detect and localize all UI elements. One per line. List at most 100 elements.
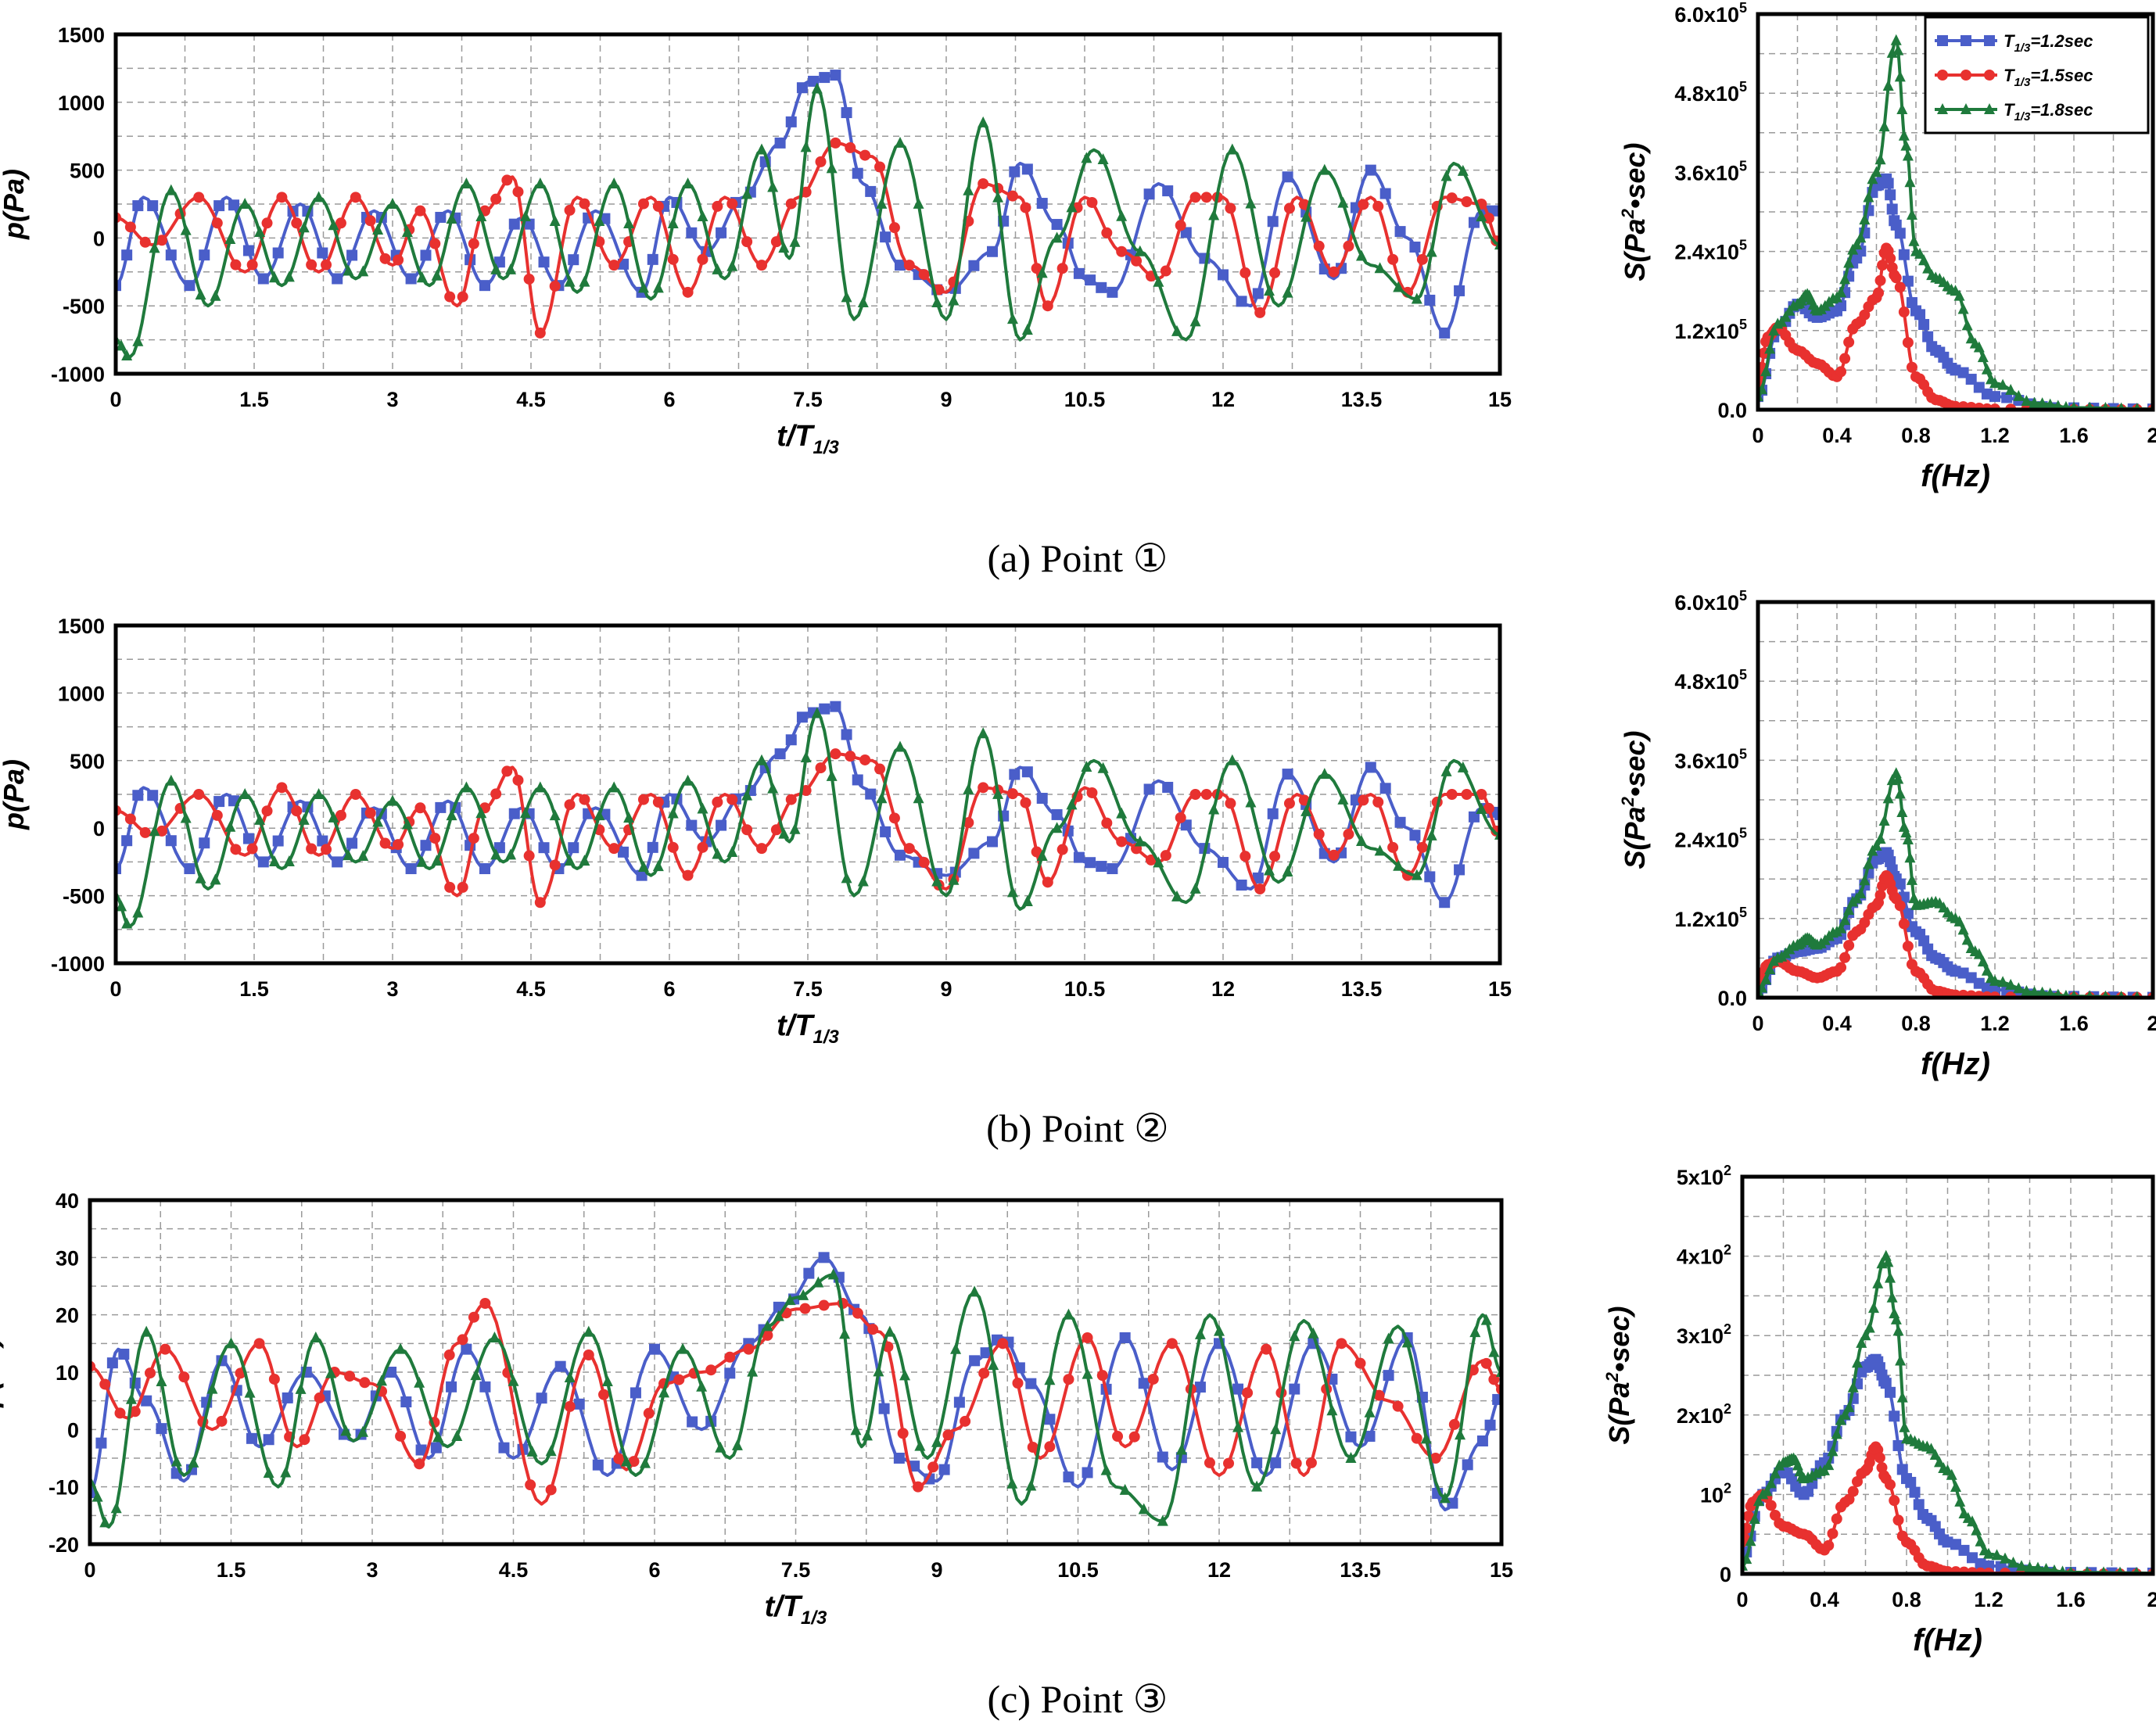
data-point-triangle bbox=[1051, 231, 1063, 243]
data-point-circle bbox=[1859, 309, 1871, 321]
x-tick-label: 12 bbox=[1211, 977, 1235, 1001]
data-point-triangle bbox=[931, 875, 943, 887]
data-point-square bbox=[184, 863, 196, 875]
data-point-square bbox=[785, 116, 797, 127]
data-point-square bbox=[116, 280, 121, 292]
data-point-circle bbox=[344, 1371, 356, 1382]
data-point-circle bbox=[918, 269, 930, 281]
data-point-circle bbox=[726, 198, 738, 210]
data-point-square bbox=[716, 227, 727, 238]
data-point-circle bbox=[1269, 267, 1281, 278]
data-point-circle bbox=[1160, 265, 1171, 277]
data-point-triangle bbox=[1880, 1249, 1892, 1261]
data-point-triangle bbox=[1914, 247, 1926, 259]
data-point-circle bbox=[1012, 1378, 1024, 1389]
data-point-circle bbox=[1742, 1522, 1752, 1534]
data-point-triangle bbox=[170, 1455, 182, 1467]
data-point-triangle bbox=[1961, 319, 1973, 331]
data-point-triangle bbox=[325, 1367, 337, 1378]
data-point-square bbox=[1454, 285, 1465, 296]
x-tick-label: 10.5 bbox=[1057, 1558, 1099, 1582]
data-point-circle bbox=[800, 186, 812, 198]
chart-a_spec: 0 0.4 0.8 1.2 1.6 2 0.0 1.2x105 2.4x105 3.6x105 4.… bbox=[1618, 0, 2156, 493]
data-point-triangle bbox=[165, 774, 177, 786]
data-point-triangle bbox=[1289, 1330, 1300, 1342]
data-point-circle bbox=[1461, 789, 1473, 800]
data-point-triangle bbox=[1488, 1346, 1500, 1357]
data-point-triangle bbox=[1318, 163, 1330, 175]
data-point-circle bbox=[549, 859, 561, 871]
data-point-circle bbox=[1894, 281, 1906, 293]
series-group bbox=[1758, 34, 2153, 410]
data-point-triangle bbox=[165, 184, 177, 195]
data-point-triangle bbox=[623, 812, 635, 823]
data-point-square bbox=[1439, 327, 1451, 339]
data-point-triangle bbox=[475, 807, 487, 819]
data-point-triangle bbox=[988, 1359, 999, 1371]
data-point-triangle bbox=[1904, 176, 1916, 188]
data-point-triangle bbox=[1874, 153, 1886, 165]
data-point-circle bbox=[1328, 266, 1340, 278]
data-point-triangle bbox=[1856, 1336, 1867, 1348]
data-point-circle bbox=[1147, 1373, 1159, 1385]
data-point-circle bbox=[1269, 851, 1281, 862]
data-point-square bbox=[479, 1381, 491, 1392]
data-point-circle bbox=[598, 1389, 610, 1400]
x-tick-label: 1.2 bbox=[1974, 1588, 2004, 1611]
legend-marker-triangle bbox=[1937, 103, 1948, 114]
x-tick-label: 12 bbox=[1211, 388, 1235, 411]
data-point-triangle bbox=[1455, 1428, 1466, 1440]
data-point-triangle bbox=[1300, 210, 1312, 222]
data-point-circle bbox=[1189, 789, 1201, 800]
data-point-triangle bbox=[116, 339, 127, 351]
data-point-triangle bbox=[1270, 1423, 1282, 1435]
data-point-square bbox=[1494, 205, 1500, 217]
data-point-circle bbox=[1902, 337, 1914, 349]
data-point-square bbox=[980, 1347, 992, 1359]
data-point-triangle bbox=[1981, 964, 1993, 976]
data-point-triangle bbox=[726, 260, 738, 271]
x-tick-label: 9 bbox=[931, 1558, 942, 1582]
data-point-triangle bbox=[1232, 1421, 1244, 1432]
data-point-circle bbox=[1160, 850, 1171, 862]
y-tick-label: 2.4x105 bbox=[1674, 826, 1747, 852]
data-point-triangle bbox=[244, 1386, 256, 1398]
data-point-triangle bbox=[1898, 129, 1910, 141]
data-point-circle bbox=[246, 259, 258, 271]
x-tick-label: 0.8 bbox=[1901, 1012, 1931, 1035]
y-tick-label: -1000 bbox=[51, 952, 105, 976]
data-point-square bbox=[1364, 1431, 1376, 1443]
data-point-triangle bbox=[534, 177, 546, 188]
data-point-triangle bbox=[1975, 1535, 1986, 1547]
data-point-triangle bbox=[712, 263, 723, 274]
data-point-triangle bbox=[583, 1325, 594, 1337]
data-point-circle bbox=[785, 794, 797, 805]
data-point-triangle bbox=[2013, 389, 2025, 401]
x-tick-label: 0.8 bbox=[1901, 424, 1931, 447]
data-point-triangle bbox=[1457, 761, 1469, 772]
x-axis-label: t/T1/3 bbox=[777, 1009, 839, 1048]
data-point-square bbox=[141, 1395, 152, 1407]
plot-frame bbox=[88, 1198, 1504, 1547]
data-point-triangle bbox=[1904, 851, 1916, 863]
data-point-circle bbox=[1942, 1565, 1953, 1574]
x-tick-label: 1.6 bbox=[2056, 1588, 2086, 1611]
data-point-square bbox=[880, 231, 891, 243]
data-point-circle bbox=[1298, 794, 1310, 806]
data-point-circle bbox=[314, 1392, 325, 1403]
data-point-triangle bbox=[931, 296, 943, 308]
data-point-triangle bbox=[1226, 754, 1238, 765]
data-point-triangle bbox=[1997, 976, 2009, 987]
data-point-triangle bbox=[2036, 986, 2048, 998]
data-point-circle bbox=[1889, 1495, 1900, 1507]
y-axis-label: p(Pa) bbox=[0, 169, 30, 240]
data-point-square bbox=[1383, 1370, 1394, 1382]
data-point-circle bbox=[667, 841, 679, 853]
data-point-square bbox=[1885, 189, 1896, 201]
data-point-triangle bbox=[2049, 1564, 2060, 1574]
data-point-triangle bbox=[1251, 1480, 1263, 1492]
data-point-triangle bbox=[1906, 873, 1917, 885]
data-point-triangle bbox=[1843, 904, 1855, 916]
data-point-triangle bbox=[800, 751, 812, 763]
data-point-circle bbox=[859, 754, 871, 765]
